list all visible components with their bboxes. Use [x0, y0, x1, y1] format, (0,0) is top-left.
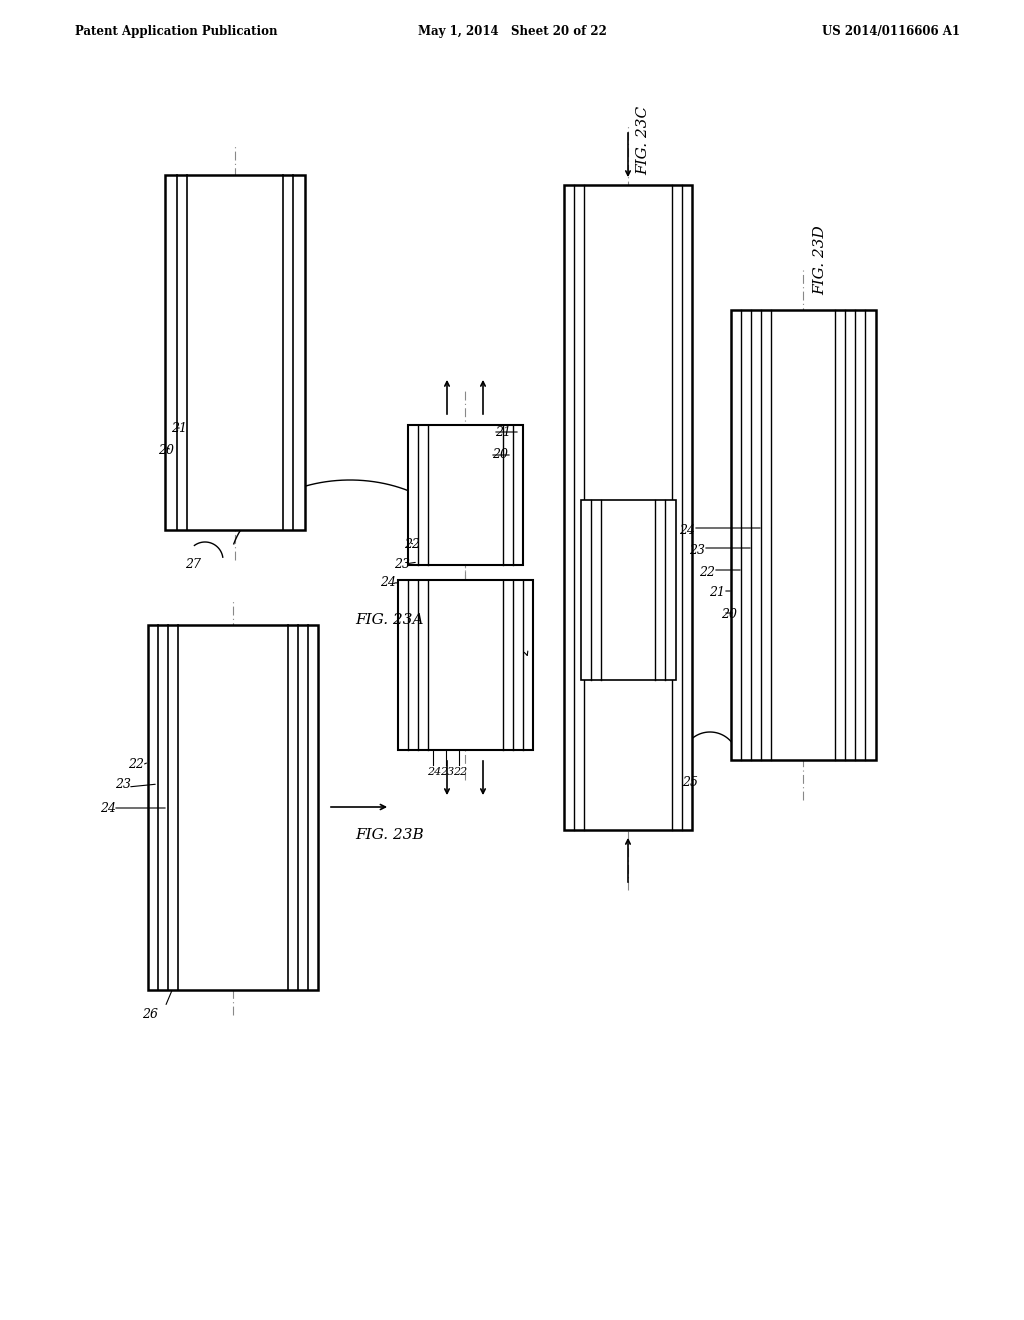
- Bar: [397, 579, 532, 750]
- Text: 27: 27: [185, 558, 201, 572]
- Bar: [731, 310, 876, 760]
- Text: FIG. 23A: FIG. 23A: [355, 612, 424, 627]
- Text: FIG. 23C: FIG. 23C: [636, 106, 650, 174]
- Text: 22: 22: [404, 539, 420, 552]
- Text: US 2014/0116606 A1: US 2014/0116606 A1: [822, 25, 961, 38]
- Text: Patent Application Publication: Patent Application Publication: [75, 25, 278, 38]
- Text: 20: 20: [158, 444, 174, 457]
- Text: 24: 24: [427, 767, 441, 777]
- Text: 22: 22: [699, 565, 715, 578]
- Text: 20: 20: [721, 609, 737, 622]
- Bar: [581, 500, 676, 680]
- Text: 21: 21: [495, 425, 511, 438]
- Text: 25: 25: [682, 776, 698, 789]
- Text: 21: 21: [709, 586, 725, 599]
- Text: 21: 21: [171, 421, 187, 434]
- Text: 23: 23: [440, 767, 455, 777]
- Text: 24: 24: [380, 577, 396, 590]
- Bar: [165, 176, 305, 531]
- Text: 22: 22: [453, 767, 467, 777]
- Text: 24: 24: [100, 801, 116, 814]
- Text: 26: 26: [142, 1008, 158, 1022]
- Text: 22: 22: [128, 759, 144, 771]
- Text: 23: 23: [394, 557, 410, 570]
- Text: 23: 23: [115, 779, 131, 792]
- Bar: [148, 624, 318, 990]
- Text: 23: 23: [689, 544, 705, 557]
- Bar: [564, 185, 692, 830]
- Text: May 1, 2014   Sheet 20 of 22: May 1, 2014 Sheet 20 of 22: [418, 25, 606, 38]
- Bar: [408, 425, 522, 565]
- Text: FIG. 23D: FIG. 23D: [813, 226, 827, 294]
- Text: 20: 20: [492, 449, 508, 462]
- Text: 24: 24: [679, 524, 695, 536]
- Text: FIG. 23B: FIG. 23B: [355, 828, 424, 842]
